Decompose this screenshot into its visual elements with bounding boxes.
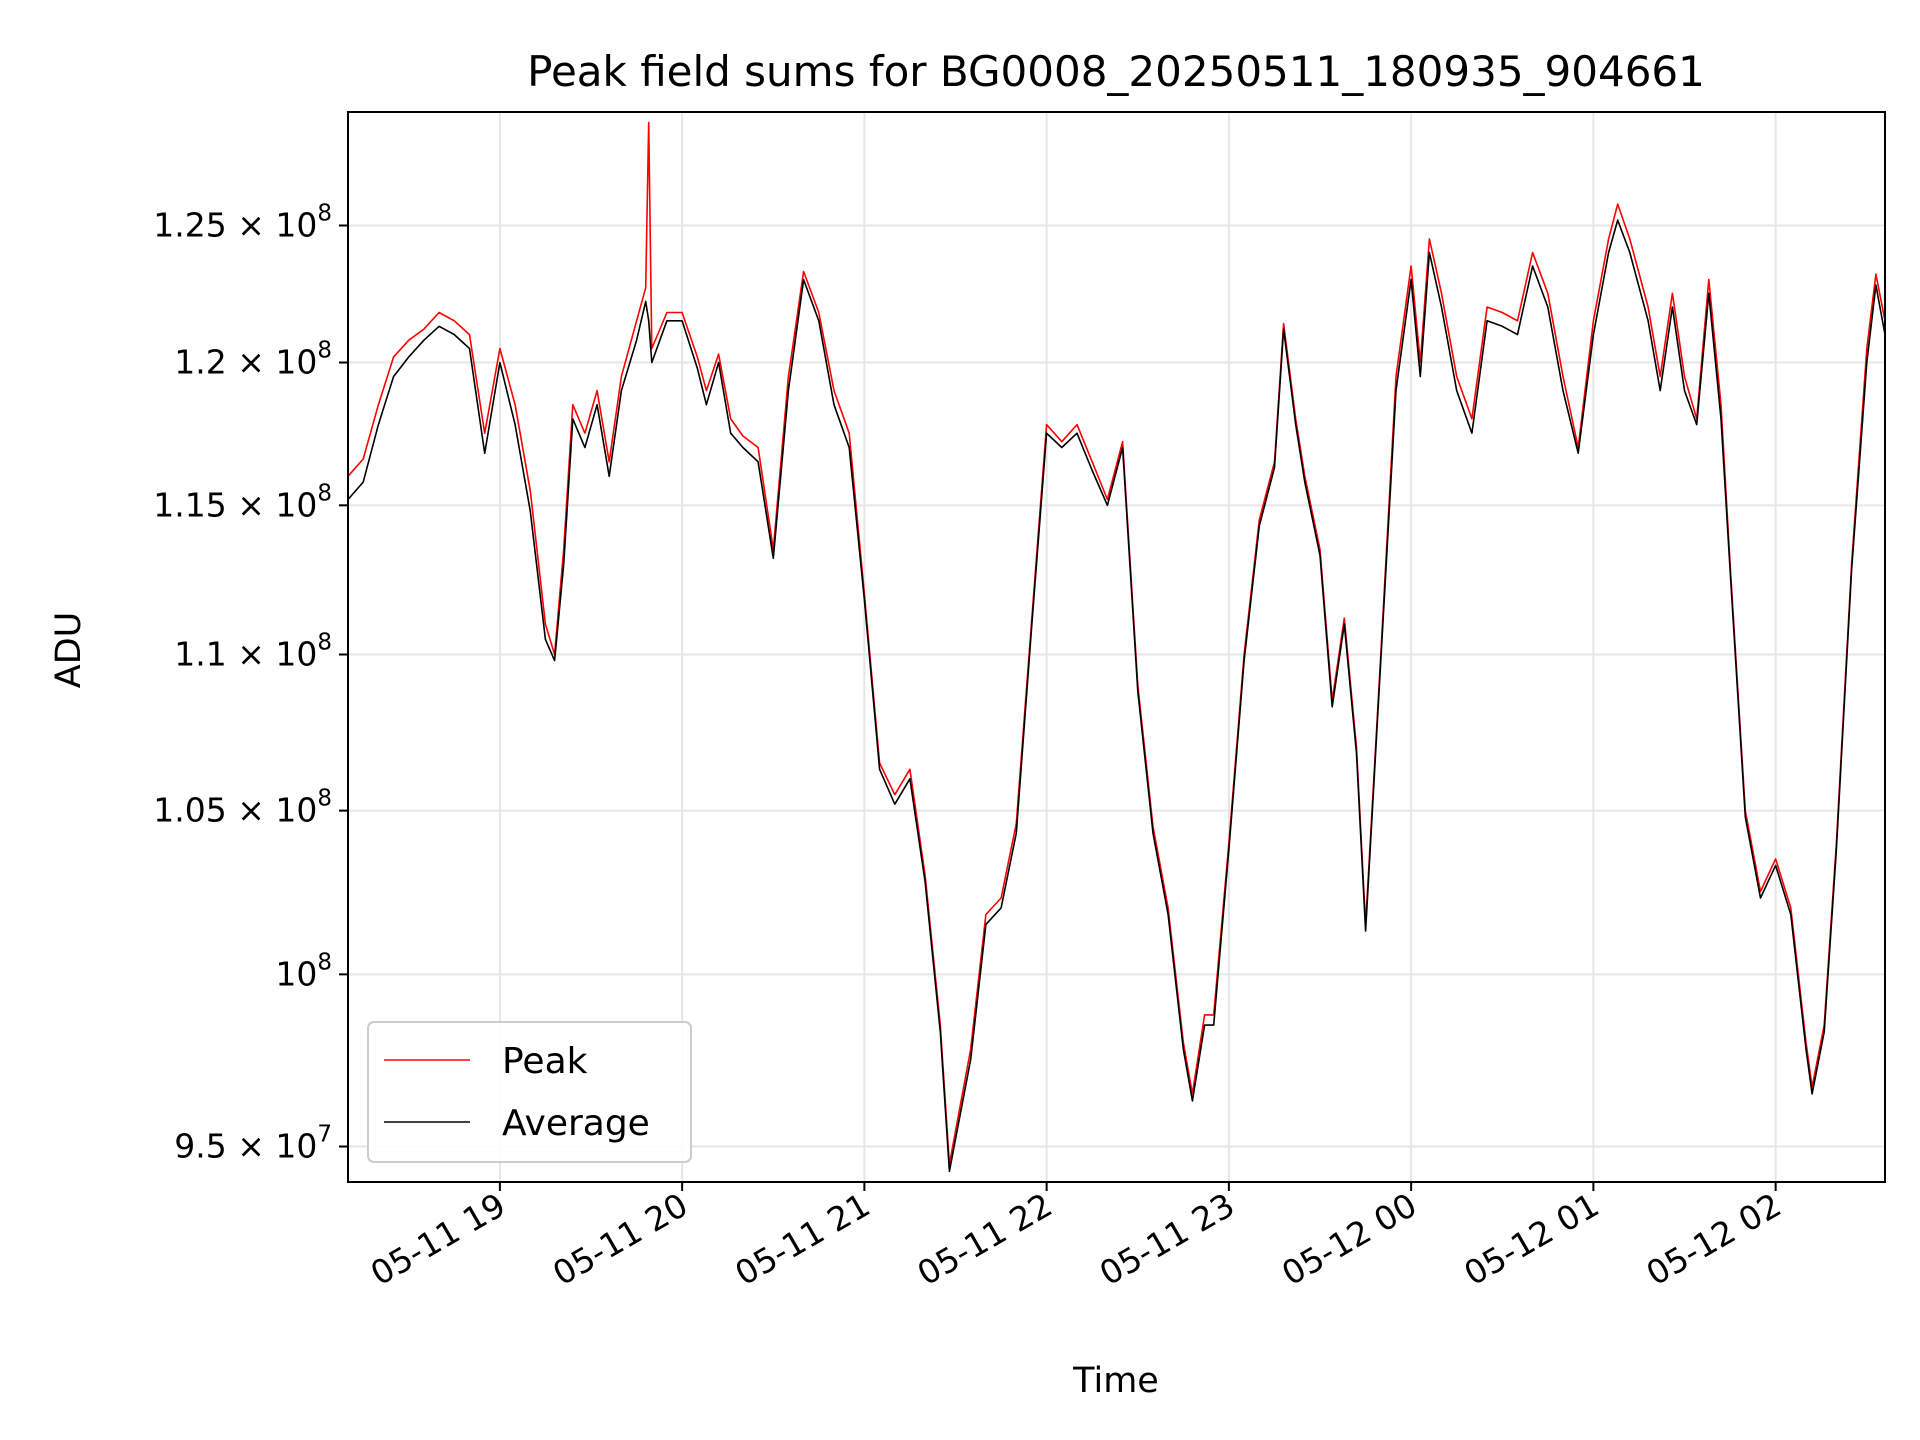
y-tick-exponent: 8 (317, 337, 332, 363)
y-tick-mantissa: 1.05 × (153, 791, 275, 830)
series-line-average (347, 219, 1886, 1173)
y-tick-exponent: 7 (317, 1121, 332, 1147)
y-tick-mantissa: 1.25 × (153, 206, 275, 245)
legend-label-peak: Peak (502, 1041, 588, 1082)
plot-lines (347, 121, 1886, 1173)
legend-label-average: Average (502, 1103, 650, 1144)
x-axis-title: Time (1072, 1361, 1159, 1401)
y-tick-base: 10 (275, 634, 317, 673)
y-tick-base: 10 (275, 342, 317, 381)
y-axis-title: ADU (49, 612, 89, 689)
y-tick-exponent: 8 (317, 629, 332, 655)
y-tick-label: 1.25 × 108 (153, 201, 332, 245)
y-tick-label: 1.15 × 108 (153, 480, 332, 524)
y-tick-mantissa: 9.5 × (174, 1126, 275, 1165)
y-tick-base: 10 (275, 954, 317, 993)
y-tick-exponent: 8 (317, 786, 332, 812)
y-tick-base: 10 (275, 1126, 317, 1165)
y-tick-label: 108 (275, 949, 332, 993)
y-tick-label: 9.5 × 107 (174, 1121, 332, 1165)
y-tick-exponent: 8 (317, 480, 332, 506)
y-tick-base: 10 (275, 485, 317, 524)
y-tick-mantissa: 1.15 × (153, 485, 275, 524)
y-tick-mantissa: 1.2 × (174, 342, 275, 381)
y-tick-mantissa: 1.1 × (174, 634, 275, 673)
chart-title: Peak field sums for BG0008_20250511_1809… (527, 47, 1705, 96)
legend: Peak Average (367, 1021, 692, 1163)
y-tick-exponent: 8 (317, 201, 332, 227)
plot-frame (347, 111, 1886, 1183)
y-tick-label: 1.2 × 108 (174, 337, 332, 381)
y-tick-label: 1.1 × 108 (174, 629, 332, 673)
legend-box (367, 1021, 692, 1163)
y-tick-exponent: 8 (317, 949, 332, 975)
y-tick-base: 10 (275, 206, 317, 245)
y-tick-base: 10 (275, 791, 317, 830)
y-tick-label: 1.05 × 108 (153, 786, 332, 830)
